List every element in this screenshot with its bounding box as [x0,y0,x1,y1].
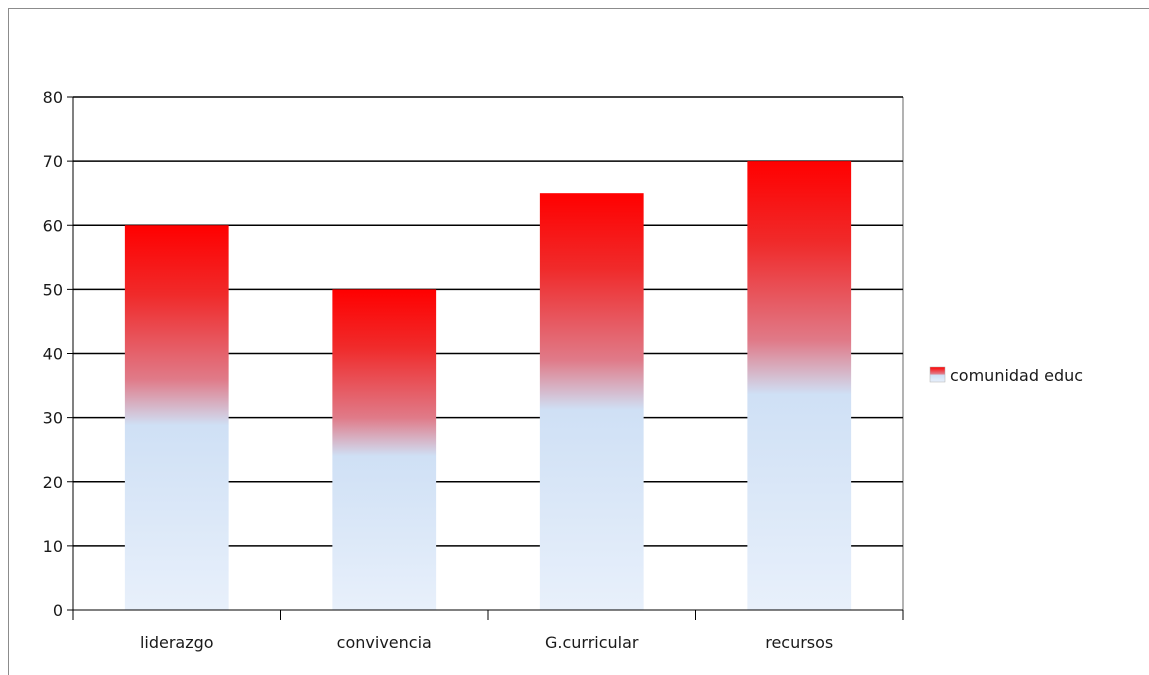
y-tick-label: 10 [43,537,63,556]
y-tick-label: 20 [43,473,63,492]
bar-recursos [747,161,852,610]
x-tick-label: convivencia [337,633,432,652]
y-tick-label: 0 [53,601,63,620]
legend-swatch [929,366,946,383]
x-tick-labels: liderazgo convivencia G.curricular recursos [140,633,833,652]
y-tick-label: 30 [43,409,63,428]
axes [67,96,904,620]
x-tick-label: recursos [765,633,833,652]
bars [124,161,852,610]
y-tick-label: 70 [43,152,63,171]
bar-liderazgo [124,225,229,610]
y-tick-label: 40 [43,345,63,364]
bar-convivencia [332,289,437,610]
y-tick-label: 60 [43,216,63,235]
y-tick-label: 80 [43,88,63,107]
legend-label: comunidad educ [950,366,1083,385]
bar-g-curricular [539,193,644,610]
y-tick-label: 50 [43,280,63,299]
x-tick-label: liderazgo [140,633,214,652]
legend: comunidad educ [929,366,1083,385]
y-tick-labels: 0 10 20 30 40 50 60 70 80 [43,88,63,620]
x-tick-label: G.curricular [545,633,639,652]
